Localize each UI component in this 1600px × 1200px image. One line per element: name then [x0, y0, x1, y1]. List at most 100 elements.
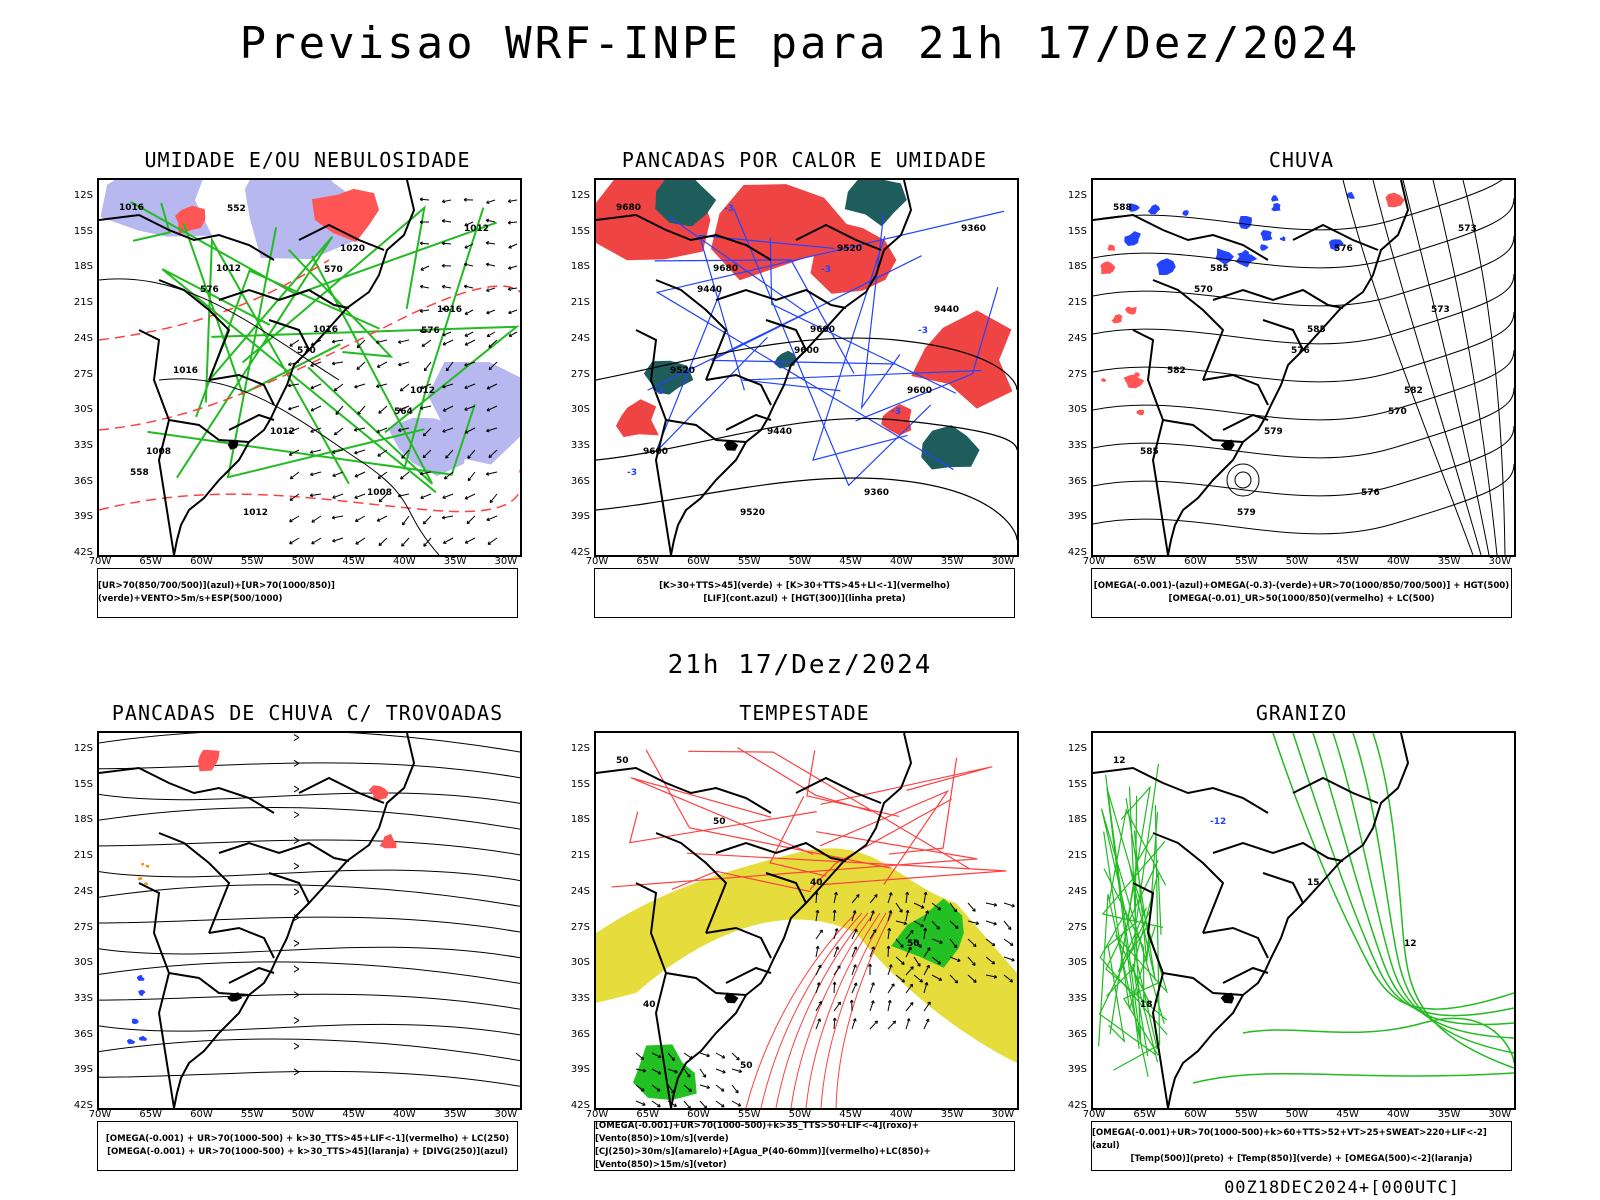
temp850-small — [1122, 1044, 1140, 1057]
wind-vector-head — [354, 495, 358, 500]
lat-tick-label: 21S — [570, 297, 590, 309]
contour-label: 9600 — [907, 386, 932, 396]
wind-vector — [486, 405, 498, 412]
wind-vector — [288, 383, 300, 387]
wind-vector — [488, 339, 498, 348]
streamline-250 — [99, 762, 520, 779]
wind-vector-head — [442, 429, 446, 433]
water-vapor-red — [630, 777, 814, 855]
wind850-vector — [815, 946, 819, 958]
wind-vector — [420, 405, 432, 409]
wind-vector-head — [419, 471, 424, 476]
wind-vector — [401, 537, 410, 547]
rain-red — [1107, 244, 1115, 251]
wind-vector-head — [289, 475, 294, 480]
wind850-vector-head — [871, 982, 875, 986]
contour-label: 12 — [1113, 756, 1126, 766]
hgt300-line — [596, 477, 1017, 541]
streamline-250 — [99, 946, 520, 959]
map-canvas: 50 50 40 50 40 50 — [596, 733, 1017, 1108]
lon-tick-label: 30W — [991, 1109, 1015, 1120]
wind-vector — [486, 515, 498, 521]
instability-red — [615, 399, 659, 438]
green-contour — [369, 278, 386, 293]
border-line — [99, 213, 275, 261]
wind-vector-head — [508, 244, 512, 249]
wind850-vector — [967, 938, 977, 947]
wind850-vector — [887, 945, 890, 958]
contour-label: 1008 — [146, 447, 171, 457]
wind-vector-head — [486, 428, 490, 433]
wind-vector-head — [464, 342, 469, 346]
border-line — [596, 766, 772, 814]
wind850-vector — [887, 964, 892, 976]
wind-vector — [486, 427, 498, 432]
temp850-small — [1113, 822, 1130, 834]
map-canvas: 588 585 585 582 585 579 576 573 582 579 576 573 570 5… — [1093, 180, 1514, 555]
lat-tick-label: 27S — [570, 921, 590, 933]
border-line — [138, 882, 175, 1108]
contour-label: 1020 — [340, 244, 365, 254]
wind-vector-head — [507, 199, 512, 204]
humidity-contour-green — [176, 235, 334, 479]
wind850-vector-head — [656, 1088, 661, 1092]
wind-vector — [376, 339, 388, 344]
wind-vector-head — [442, 408, 447, 412]
lon-tick-label: 50W — [1285, 1109, 1309, 1120]
wind850-vector — [905, 946, 912, 958]
streamline-250-arrow — [293, 862, 300, 870]
wind850-vector — [923, 965, 930, 976]
wind-vector — [310, 471, 322, 476]
wind-vector — [443, 537, 454, 544]
wind850-vector — [967, 902, 976, 912]
wind850-vector-head — [920, 923, 924, 928]
panel-title-trovoadas: PANCADAS DE CHUVA C/ TROVOADAS — [111, 701, 504, 725]
lon-tick-label: 70W — [585, 1109, 609, 1120]
streamline-850-red — [835, 912, 893, 1108]
wind-vector — [420, 265, 430, 271]
lifted-index-contour-blue — [733, 208, 932, 487]
wind-vector-head — [441, 241, 445, 246]
wind850-vector-head — [975, 921, 979, 926]
wind850-vector-head — [673, 1103, 677, 1107]
wind850-vector — [905, 930, 914, 940]
water-vapor-red — [809, 798, 952, 891]
rain-red — [1103, 262, 1110, 267]
streamline-250-arrow — [293, 1017, 300, 1024]
streamline-250 — [99, 1038, 520, 1062]
rain-red — [1123, 374, 1145, 389]
wind-vector-head — [357, 411, 361, 415]
lat-tick-label: 15S — [1067, 225, 1087, 237]
wind-vector-head — [463, 197, 467, 202]
wind850-vector-head — [852, 910, 857, 914]
lat-tick-label: 33S — [1067, 992, 1087, 1004]
panel-title-granizo: GRANIZO — [1255, 701, 1348, 725]
thunder-orange — [144, 882, 149, 886]
wind850-vector — [967, 920, 979, 925]
wind-vector-head — [441, 515, 446, 520]
wind850-vector — [905, 1018, 910, 1030]
wind850-vector — [869, 1000, 874, 1012]
wind850-vector-head — [832, 1017, 837, 1021]
thunder-orange — [141, 862, 145, 866]
lat-tick-label: 18S — [570, 814, 590, 826]
lifted-index-contour-blue — [698, 234, 835, 391]
wind-vector — [378, 493, 388, 503]
contour-label: 40 — [643, 1000, 656, 1010]
lifted-index-contour-blue — [711, 255, 922, 365]
border-line — [635, 882, 672, 1108]
border-line — [208, 373, 275, 406]
wind-vector — [464, 285, 474, 289]
lat-tick-label: 21S — [73, 850, 93, 862]
wind850-vector-head — [909, 929, 914, 934]
wind850-vector — [913, 974, 923, 983]
divergence-blue — [126, 1039, 136, 1045]
wind-vector — [332, 361, 344, 365]
wind-vector — [442, 285, 452, 289]
wind850-vector — [715, 1084, 725, 1092]
wind-vector-head — [354, 473, 359, 478]
wind850-vector — [851, 964, 857, 976]
border-line — [1152, 279, 1225, 381]
contour-label: 15 — [1307, 878, 1320, 888]
wind-vector-head — [423, 543, 427, 547]
